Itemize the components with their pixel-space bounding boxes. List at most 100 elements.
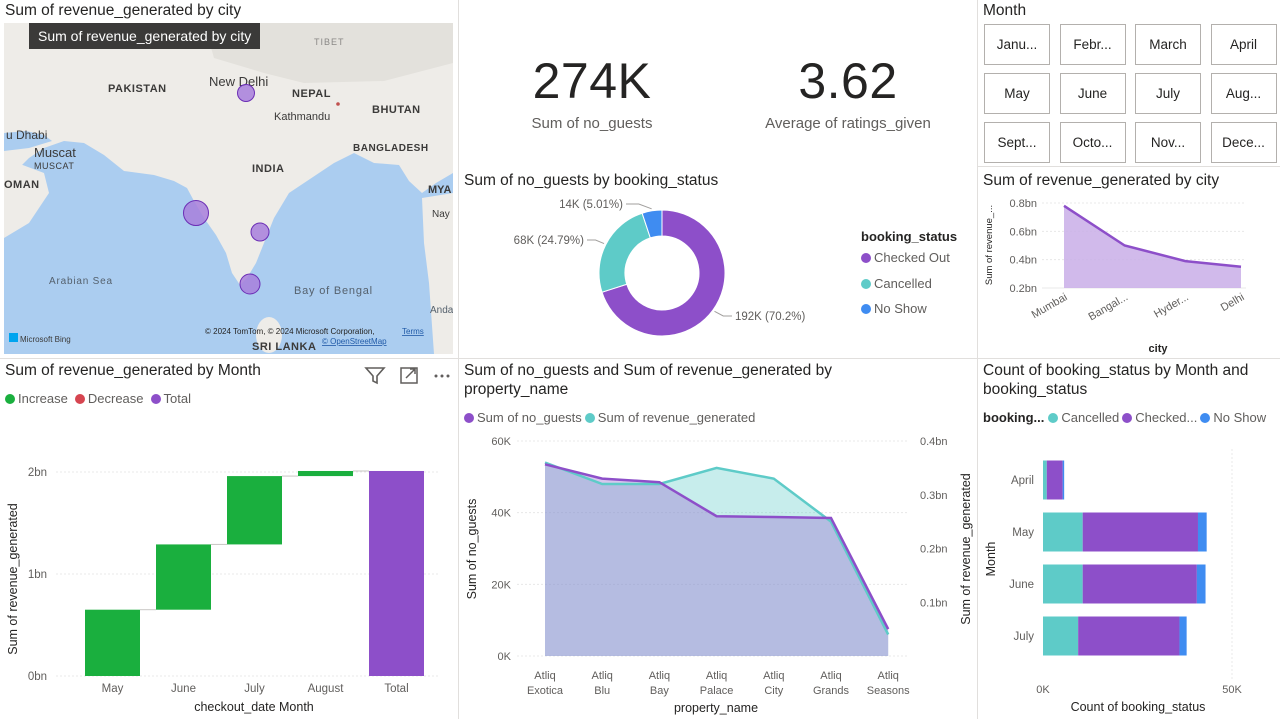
combo-y2-tick-label: 0.4bn [920, 436, 948, 448]
city-area-chart[interactable]: 0.2bn 0.4bn 0.6bn 0.8bn Mumbai Bangal... Hyder… [978, 191, 1280, 358]
filter-icon[interactable] [364, 367, 386, 385]
bing-logo-icon [9, 333, 18, 342]
combo-x-tick-label: Atliq [591, 670, 612, 682]
legend-dot [861, 278, 871, 289]
month-slicer-button[interactable]: Janu... [984, 24, 1050, 65]
month-slicer-button[interactable]: Dece... [1210, 122, 1277, 163]
combo-area-revenue [545, 462, 889, 656]
waterfall-x-tick-label: July [244, 683, 265, 695]
legend-revenue[interactable]: Sum of revenue_generated [597, 410, 756, 425]
map-bubble-hyderabad[interactable] [250, 222, 270, 242]
city-area-title: Sum of revenue_generated by city [983, 172, 1220, 189]
stacked-bar-segment [1082, 564, 1197, 604]
donut-legend-cancelled[interactable]: Cancelled [861, 276, 932, 291]
map-canvas[interactable]: TIBET New Delhi PAKISTAN NEPAL Kathmandu… [4, 23, 453, 354]
month-slicer-button[interactable]: June [1059, 73, 1126, 114]
city-x-tick-label: Bangal... [1087, 291, 1131, 323]
map-bubble-delhi[interactable] [237, 84, 255, 102]
waterfall-y-tick-label: 0bn [28, 671, 47, 683]
donut-leader-line [626, 203, 652, 210]
legend-decrease[interactable]: Decrease [87, 391, 144, 406]
month-slicer-button[interactable]: March [1135, 24, 1201, 65]
legend-checked[interactable]: Checked... [1135, 410, 1198, 425]
legend-dot [464, 412, 474, 423]
city-y-tick-label: 0.6bn [1009, 226, 1037, 238]
map-bubble-mumbai[interactable] [183, 200, 209, 226]
map-bubble-bangalore[interactable] [239, 273, 261, 295]
map-label-india: INDIA [252, 163, 284, 175]
donut-legend-checked-out[interactable]: Checked Out [861, 250, 950, 265]
waterfall-x-tick-label: August [308, 683, 345, 695]
kpi-no-guests-label: Sum of no_guests [531, 115, 653, 132]
month-slicer-button[interactable]: Aug... [1210, 73, 1277, 114]
city-y-tick-label: 0.2bn [1009, 283, 1037, 295]
donut-chart[interactable]: 192K (70.2%) 68K (24.79%) 14K (5.01%) [459, 190, 977, 350]
waterfall-chart[interactable]: 0bn 1bn 2bn May June July August Total checkout_… [0, 409, 458, 719]
month-slicer-button[interactable]: April [1210, 24, 1277, 65]
stacked-y-tick-label: July [1014, 631, 1035, 643]
stacked-bar-segment [1078, 616, 1180, 656]
combo-x-tick-label: Atliq [763, 670, 784, 682]
legend-label: Checked Out [874, 250, 950, 265]
map-label-sri-lanka: SRI LANKA [252, 341, 316, 353]
stacked-chart[interactable]: 0K 50K April May June July Count of booking_st… [978, 429, 1280, 719]
legend-cancelled[interactable]: Cancelled [1061, 410, 1120, 425]
waterfall-bar [156, 544, 211, 610]
month-slicer-button[interactable]: Febr... [1059, 24, 1126, 65]
combo-title: Sum of no_guests and Sum of revenue_gene… [464, 362, 832, 398]
slicer-title: Month [983, 2, 1027, 19]
city-area-fill [1064, 205, 1241, 288]
waterfall-title: Sum of revenue_generated by Month [5, 362, 261, 379]
donut-legend-title: booking_status [861, 229, 958, 244]
donut-slice [598, 212, 651, 293]
map-copyright: © 2024 TomTom, © 2024 Microsoft Corporat… [205, 327, 375, 336]
combo-y2-axis-title: Sum of revenue_generated [959, 473, 973, 625]
legend-no-show[interactable]: No Show [1213, 410, 1267, 425]
combo-x-tick-label: Atliq [706, 670, 727, 682]
city-y-axis-title: Sum of revenue_... [984, 205, 995, 285]
map-label-kathmandu: Kathmandu [274, 111, 330, 123]
city-x-axis-title: city [1149, 343, 1169, 355]
month-slicer-button[interactable]: May [984, 73, 1050, 114]
combo-area-guests [545, 464, 889, 656]
combo-x-tick-label-line2: Exotica [527, 685, 564, 697]
map-osm-link[interactable]: © OpenStreetMap [322, 337, 387, 346]
stacked-bar-segment [1043, 460, 1047, 500]
combo-chart[interactable]: 0K 20K 40K 60K 0.1bn 0.2bn 0.3bn 0.4bn Atliq Exot… [459, 429, 977, 719]
city-area-panel: Sum of revenue_generated by city 0.2bn 0.… [978, 167, 1280, 358]
stacked-title: Count of booking_status by Month and boo… [983, 362, 1249, 398]
map-label-bay-of-bengal: Bay of Bengal [294, 285, 373, 297]
combo-x-tick-label: Atliq [534, 670, 555, 682]
donut-legend-no-show[interactable]: No Show [861, 301, 927, 316]
combo-legend: Sum of no_guests Sum of revenue_generate… [464, 410, 755, 425]
month-slicer-button[interactable]: Nov... [1135, 122, 1201, 163]
legend-dot [1048, 412, 1059, 423]
legend-no-guests[interactable]: Sum of no_guests [477, 410, 582, 425]
map-label-anda: Anda [430, 305, 453, 316]
donut-slice [601, 209, 726, 337]
city-y-tick-label: 0.8bn [1009, 198, 1037, 210]
city-x-tick-label: Hyder... [1152, 291, 1191, 320]
legend-dot [1122, 412, 1133, 423]
legend-increase[interactable]: Increase [18, 391, 68, 406]
kpi-donut-panel: 274K Sum of no_guests 3.62 Average of ra… [459, 0, 977, 358]
legend-dot [74, 393, 85, 404]
map-label-nepal: NEPAL [292, 88, 331, 100]
legend-label: Cancelled [874, 276, 932, 291]
combo-x-tick-label: Atliq [820, 670, 841, 682]
month-slicer-button[interactable]: July [1135, 73, 1201, 114]
waterfall-x-tick-label: May [102, 683, 124, 695]
month-slicer-button[interactable]: Sept... [984, 122, 1050, 163]
donut-data-label: 192K (70.2%) [735, 311, 805, 323]
city-y-tick-label: 0.4bn [1009, 255, 1037, 267]
focus-mode-icon[interactable] [400, 367, 418, 384]
more-options-icon[interactable] [434, 374, 450, 378]
map-label-bangladesh: BANGLADESH [353, 143, 429, 154]
legend-total[interactable]: Total [163, 391, 191, 406]
combo-y2-tick-label: 0.1bn [920, 597, 948, 609]
month-slicer-button[interactable]: Octo... [1059, 122, 1126, 163]
map-label-pakistan: PAKISTAN [108, 83, 167, 95]
donut-data-label: 68K (24.79%) [514, 235, 584, 247]
map-terms-link[interactable]: Terms [402, 327, 424, 336]
waterfall-y-tick-label: 2bn [28, 467, 47, 479]
